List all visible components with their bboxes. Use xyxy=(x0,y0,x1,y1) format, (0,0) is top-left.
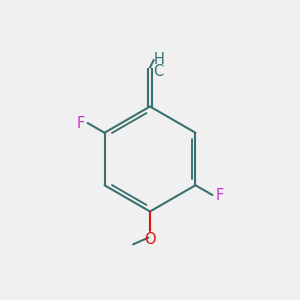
Text: C: C xyxy=(154,64,164,79)
Text: F: F xyxy=(215,188,223,202)
Text: H: H xyxy=(154,52,164,68)
Text: O: O xyxy=(144,232,156,247)
Text: F: F xyxy=(76,116,85,130)
